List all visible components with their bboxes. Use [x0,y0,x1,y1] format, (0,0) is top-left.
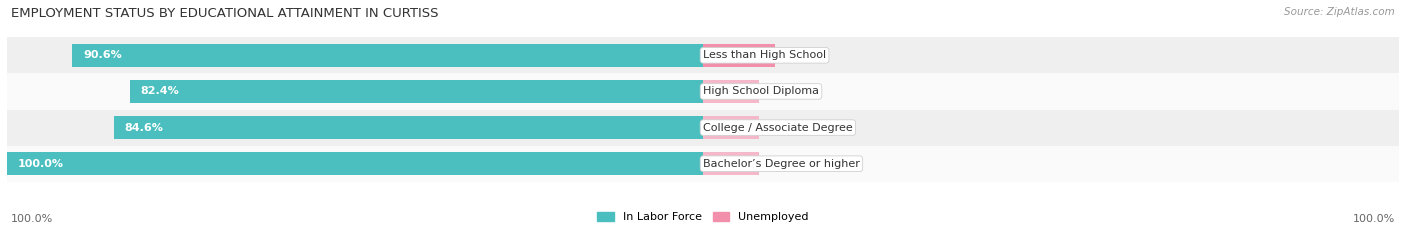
Bar [703,152,759,175]
Text: 10.4%: 10.4% [789,50,825,60]
Text: Source: ZipAtlas.com: Source: ZipAtlas.com [1284,7,1395,17]
Bar [7,73,1399,110]
Bar [114,116,703,139]
Text: 84.6%: 84.6% [125,123,163,133]
Text: High School Diploma: High School Diploma [703,86,820,96]
Bar [703,116,759,139]
Bar [703,44,775,67]
Text: 0.0%: 0.0% [773,86,801,96]
Text: EMPLOYMENT STATUS BY EDUCATIONAL ATTAINMENT IN CURTISS: EMPLOYMENT STATUS BY EDUCATIONAL ATTAINM… [11,7,439,20]
Text: 100.0%: 100.0% [11,214,53,224]
Bar [7,152,703,175]
Bar [703,80,759,103]
Text: 100.0%: 100.0% [17,159,63,169]
Text: College / Associate Degree: College / Associate Degree [703,123,853,133]
Text: Less than High School: Less than High School [703,50,827,60]
Bar [7,110,1399,146]
Text: 100.0%: 100.0% [1353,214,1395,224]
Bar [7,37,1399,73]
Text: 0.0%: 0.0% [773,159,801,169]
Bar [7,146,1399,182]
Text: Bachelor’s Degree or higher: Bachelor’s Degree or higher [703,159,860,169]
Bar [129,80,703,103]
Bar [73,44,703,67]
Legend: In Labor Force, Unemployed: In Labor Force, Unemployed [593,207,813,227]
Text: 90.6%: 90.6% [83,50,122,60]
Text: 82.4%: 82.4% [141,86,179,96]
Text: 0.0%: 0.0% [773,123,801,133]
